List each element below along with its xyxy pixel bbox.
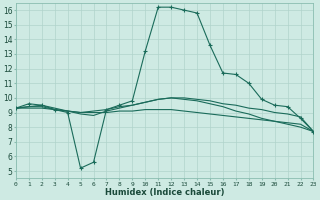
X-axis label: Humidex (Indice chaleur): Humidex (Indice chaleur) <box>105 188 224 197</box>
